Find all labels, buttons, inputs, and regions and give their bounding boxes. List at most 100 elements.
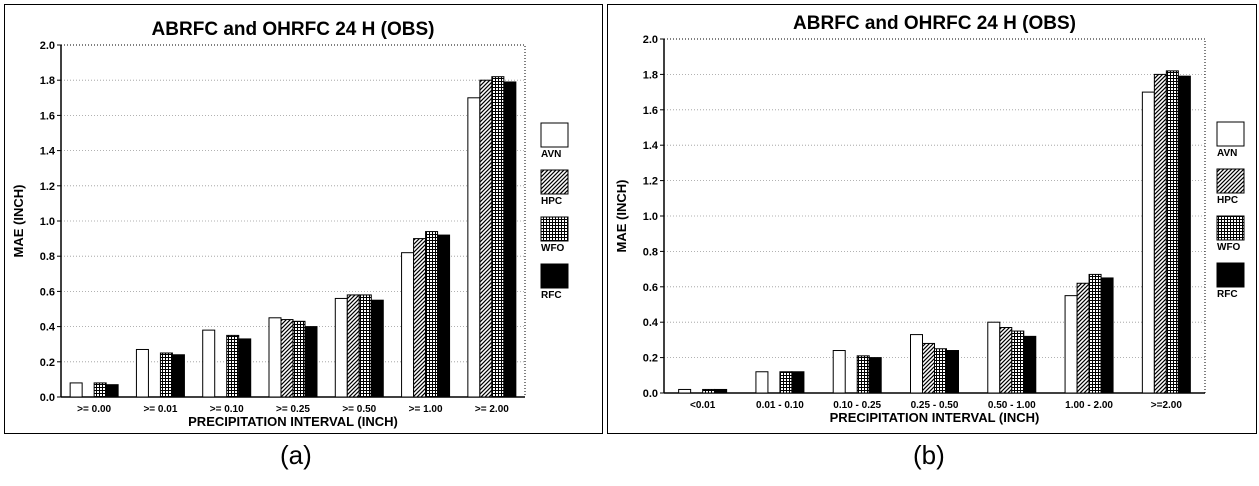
legend-swatch-rfc xyxy=(540,263,569,289)
plot-area-frame xyxy=(663,38,1206,394)
bar-avn xyxy=(987,321,1001,394)
legend-swatch-avn xyxy=(1216,121,1245,147)
y-tick-label: 0.8 xyxy=(643,246,658,258)
bar-avn xyxy=(334,297,348,398)
y-tick-label: 2.0 xyxy=(40,40,55,52)
legend-swatch-hpc xyxy=(540,169,569,195)
y-tick-label: 0.4 xyxy=(643,317,659,329)
x-tick-label: 0.01 - 0.10 xyxy=(756,400,804,411)
y-tick-label: 0.8 xyxy=(40,251,55,263)
y-tick-label: 1.0 xyxy=(40,216,55,228)
x-tick-label: >= 0.01 xyxy=(143,404,177,415)
chart-title: ABRFC and OHRFC 24 H (OBS) xyxy=(793,13,1076,34)
bar-hpc xyxy=(922,342,935,394)
bar-wfo xyxy=(934,348,947,394)
bar-avn xyxy=(1141,91,1155,394)
bar-rfc xyxy=(1023,335,1037,394)
bar-avn xyxy=(678,388,692,394)
x-tick-label: >=2.00 xyxy=(1151,400,1183,411)
bar-rfc xyxy=(1177,75,1191,394)
chart-title: ABRFC and OHRFC 24 H (OBS) xyxy=(152,19,435,40)
legend-swatch-hpc xyxy=(1216,168,1245,194)
y-tick-label: 0.0 xyxy=(643,388,658,400)
x-tick-label: >= 2.00 xyxy=(475,404,509,415)
y-tick-label: 1.6 xyxy=(40,110,55,122)
bar-rfc xyxy=(868,357,882,394)
bar-wfo xyxy=(93,382,107,398)
y-tick-label: 1.4 xyxy=(40,146,56,158)
legend-swatch-rfc xyxy=(1216,262,1245,288)
bar-rfc xyxy=(946,350,959,394)
bar-wfo xyxy=(159,352,173,398)
bar-avn xyxy=(910,334,923,394)
bar-hpc xyxy=(1076,282,1090,394)
bar-wfo xyxy=(856,355,870,394)
x-tick-label: >= 0.10 xyxy=(210,404,244,415)
x-tick-label: <0.01 xyxy=(690,400,716,411)
x-axis-label: PRECIPITATION INTERVAL (INCH) xyxy=(188,414,398,429)
chart-a-svg: ABRFC and OHRFC 24 H (OBS) 0.0 0.2 0.4 0.6 0.… xyxy=(11,19,569,429)
bar-hpc xyxy=(280,319,294,398)
bar-hpc xyxy=(999,327,1013,394)
y-tick-label: 1.2 xyxy=(643,176,658,188)
bar-rfc xyxy=(503,81,517,398)
bar-hpc xyxy=(479,79,493,398)
y-tick-label: 1.6 xyxy=(643,105,658,117)
y-tick-label: 1.8 xyxy=(643,69,658,81)
legend-label-rfc: RFC xyxy=(541,290,562,301)
bar-rfc xyxy=(238,338,252,398)
bar-hpc xyxy=(346,294,360,398)
bar-avn xyxy=(202,329,216,398)
legend-label-rfc: RFC xyxy=(1217,289,1238,300)
chart-b-svg: ABRFC and OHRFC 24 H (OBS) 0.0 0.2 0.4 0.6 0.… xyxy=(614,13,1245,425)
x-tick-label: 0.25 - 0.50 xyxy=(911,400,959,411)
bar-avn xyxy=(268,317,282,398)
bar-rfc xyxy=(304,326,318,398)
x-tick-label: 0.10 - 0.25 xyxy=(833,400,881,411)
chart-panel-a: ABRFC and OHRFC 24 H (OBS) 0.0 0.2 0.4 0.6 0.… xyxy=(4,4,603,434)
bar-avn xyxy=(832,350,846,394)
legend-label-avn: AVN xyxy=(1217,148,1237,159)
bar-wfo xyxy=(491,76,505,398)
legend-label-wfo: WFO xyxy=(541,243,565,254)
y-tick-label: 0.6 xyxy=(643,282,658,294)
caption-b: (b) xyxy=(913,440,945,470)
y-tick-label: 0.6 xyxy=(40,286,55,298)
legend-swatch-avn xyxy=(540,122,569,148)
bar-rfc xyxy=(105,384,119,398)
bar-wfo xyxy=(358,294,372,398)
y-tick-label: 0.4 xyxy=(40,322,56,334)
y-tick-label: 1.0 xyxy=(643,211,658,223)
x-tick-label: 0.50 - 1.00 xyxy=(988,400,1036,411)
x-tick-label: >= 0.00 xyxy=(77,404,111,415)
legend-swatch-wfo xyxy=(540,216,569,242)
bar-wfo xyxy=(425,231,439,398)
bar-wfo xyxy=(226,334,240,398)
chart-panel-b: ABRFC and OHRFC 24 H (OBS) 0.0 0.2 0.4 0.6 0.… xyxy=(607,4,1257,434)
x-axis-label: PRECIPITATION INTERVAL (INCH) xyxy=(830,410,1040,425)
bar-avn xyxy=(135,348,149,398)
y-tick-label: 0.0 xyxy=(40,392,55,404)
bar-hpc xyxy=(413,238,427,398)
bar-hpc xyxy=(1153,73,1167,394)
y-axis-label: MAE (INCH) xyxy=(614,180,629,253)
x-tick-label: >= 0.25 xyxy=(276,404,310,415)
bar-wfo xyxy=(292,320,306,398)
bar-wfo xyxy=(702,388,716,394)
bar-wfo xyxy=(1165,70,1179,394)
y-tick-label: 0.2 xyxy=(643,353,658,365)
y-tick-label: 2.0 xyxy=(643,34,658,46)
x-tick-label: 1.00 - 2.00 xyxy=(1065,400,1113,411)
bar-rfc xyxy=(437,234,451,398)
x-tick-label: >= 0.50 xyxy=(342,404,376,415)
bar-rfc xyxy=(370,299,384,398)
y-axis-label: MAE (INCH) xyxy=(11,185,26,258)
y-tick-label: 0.2 xyxy=(40,357,55,369)
caption-a: (a) xyxy=(280,440,312,470)
bar-avn xyxy=(467,97,481,398)
bar-avn xyxy=(1064,295,1078,394)
y-tick-label: 1.4 xyxy=(643,140,659,152)
bar-wfo xyxy=(1011,330,1025,394)
bar-avn xyxy=(755,371,769,394)
legend-swatch-wfo xyxy=(1216,215,1245,241)
